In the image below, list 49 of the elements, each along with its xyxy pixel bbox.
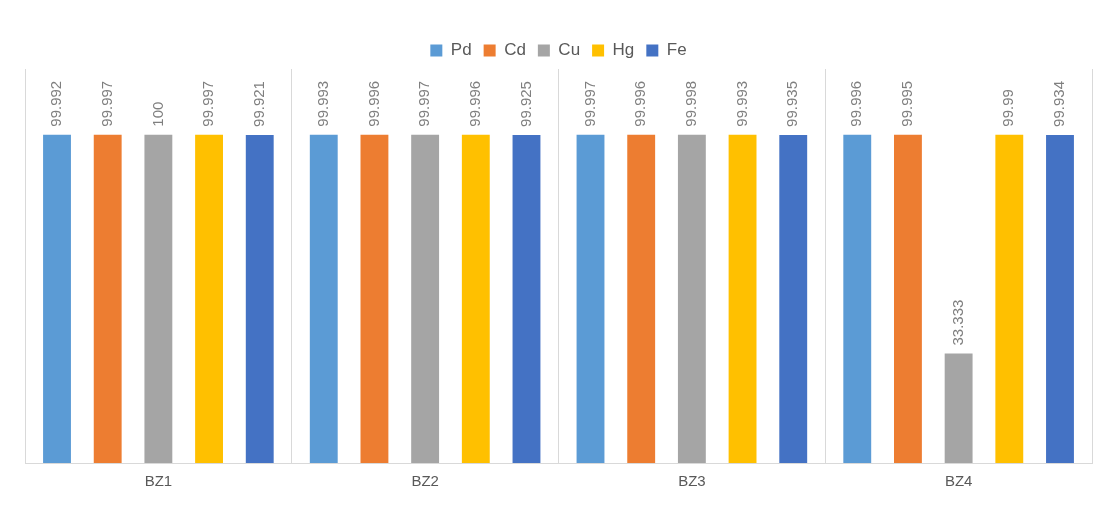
data-label: 99.997 (97, 80, 115, 127)
bar (245, 134, 274, 463)
bar (944, 353, 973, 463)
data-label: 100 (148, 101, 166, 127)
bar (461, 134, 490, 463)
legend-label: Fe (666, 40, 687, 60)
bar (144, 134, 173, 463)
data-label: 99.925 (516, 81, 534, 127)
data-label: 99.993 (313, 80, 331, 127)
data-label: 99.998 (682, 80, 700, 127)
bar (677, 134, 706, 463)
bar (627, 134, 656, 463)
data-label: 99.921 (249, 81, 267, 127)
bar (360, 134, 389, 463)
bar (411, 134, 440, 463)
bar (1046, 134, 1074, 463)
data-label: 99.99 (999, 89, 1017, 127)
bar (43, 134, 71, 463)
data-label: 99.997 (415, 80, 433, 127)
bar (195, 134, 223, 463)
x-tick-label: BZ1 (144, 472, 173, 490)
bar (93, 134, 122, 463)
data-label: 99.996 (364, 80, 382, 127)
data-label: 99.996 (631, 80, 649, 127)
x-tick-label: BZ3 (678, 472, 706, 490)
bar (309, 134, 338, 463)
data-label: 99.992 (47, 80, 65, 127)
bar (779, 134, 808, 463)
data-label: 99.996 (847, 80, 865, 127)
legend-label: Pd (450, 40, 472, 60)
bar (995, 134, 1024, 463)
data-label: 99.996 (465, 80, 483, 127)
x-tick-label: BZ4 (944, 472, 973, 490)
bar (728, 134, 757, 463)
data-label: 99.995 (898, 80, 916, 127)
data-label: 99.993 (732, 80, 750, 127)
data-label: 99.997 (580, 80, 598, 127)
legend-label: Cd (504, 40, 526, 60)
legend-label: Cu (558, 40, 581, 60)
bar (512, 134, 541, 463)
bar (576, 134, 605, 463)
bar (894, 134, 922, 463)
bar (843, 134, 872, 463)
data-label: 99.934 (1050, 80, 1068, 127)
data-label: 99.997 (199, 80, 217, 127)
x-tick-label: BZ2 (411, 472, 439, 490)
data-label: 99.935 (783, 80, 801, 127)
data-label: 33.333 (948, 299, 966, 346)
legend-label: Hg (612, 40, 635, 60)
